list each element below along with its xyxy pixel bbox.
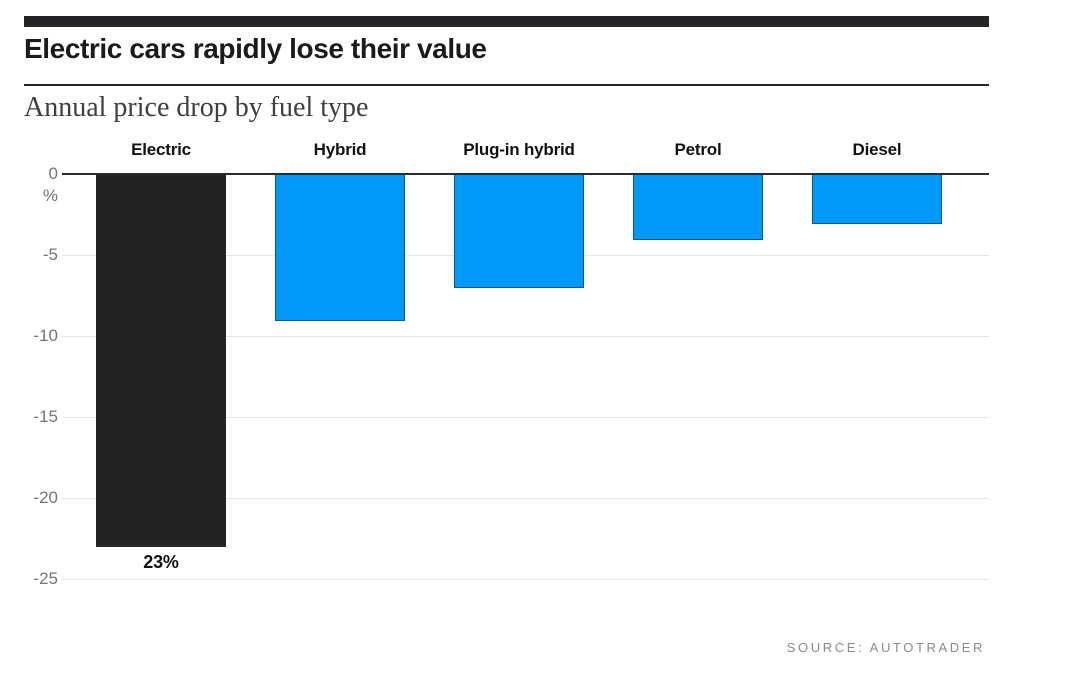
top-accent-bar: [24, 16, 989, 27]
bar-value-label: 23%: [143, 552, 179, 572]
category-label: Petrol: [674, 140, 722, 159]
bar-diesel: [812, 175, 942, 224]
chart-subtitle: Annual price drop by fuel type: [24, 92, 369, 123]
y-axis-tick-label: -15: [33, 407, 58, 426]
bar-hybrid: [275, 175, 405, 321]
grid-line: [62, 579, 989, 580]
y-axis-tick-label: -5: [42, 245, 58, 264]
y-axis-tick-label: -25: [33, 569, 58, 588]
grid-line: [62, 336, 989, 337]
y-axis-tick-label: -10: [33, 326, 58, 345]
zero-baseline: [62, 173, 989, 175]
bar-chart-plot: 0 -5 -10 -15 -20 -25% Electric 23% Hybrid Plug-in…: [24, 138, 989, 608]
y-axis-unit-label: %: [42, 186, 58, 205]
bar-electric: [96, 175, 226, 547]
bar-plug-in-hybrid: [454, 175, 584, 288]
grid-line: [62, 498, 989, 499]
category-label: Hybrid: [313, 140, 367, 159]
bar-petrol: [633, 175, 763, 240]
category-label: Electric: [131, 140, 191, 159]
grid-line: [62, 417, 989, 418]
y-axis-tick-label: 0: [48, 164, 58, 183]
category-label: Plug-in hybrid: [463, 140, 575, 159]
category-label: Diesel: [852, 140, 902, 159]
chart-title: Electric cars rapidly lose their value: [24, 33, 487, 64]
y-axis-tick-label: -20: [33, 488, 58, 507]
title-divider: [24, 84, 989, 86]
source-credit: SOURCE: AUTOTRADER: [786, 640, 985, 655]
